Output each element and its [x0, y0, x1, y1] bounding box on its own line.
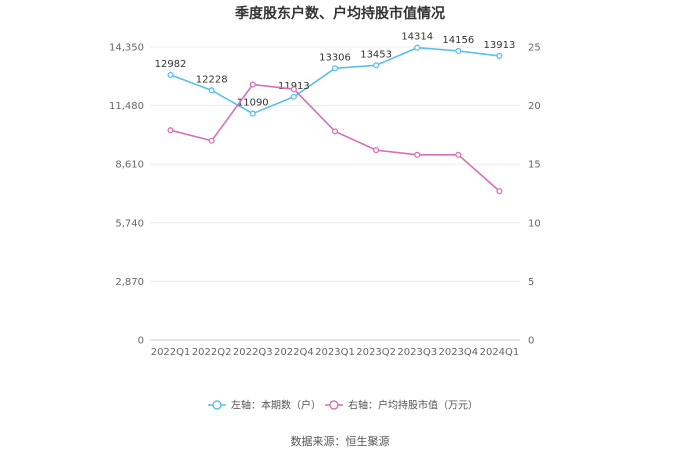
holders-point: [208, 87, 215, 94]
left-axis-tick-label: 0: [138, 336, 144, 347]
x-axis-tick-label: 2022Q3: [233, 347, 273, 358]
legend-label: 右轴：户均持股市值（万元）: [348, 399, 478, 412]
data-source-note: 数据来源：恒生聚源: [290, 435, 390, 448]
data-label: 13453: [360, 49, 392, 60]
value-point: [167, 127, 174, 134]
right-axis-tick-label: 0: [528, 336, 534, 347]
data-label: 13306: [319, 52, 351, 63]
data-label: 12228: [196, 74, 228, 85]
value-point: [290, 86, 297, 93]
holders-point: [331, 65, 339, 72]
holders-point: [290, 93, 297, 100]
x-axis-tick-label: 2023Q3: [397, 347, 437, 358]
x-axis-tick-label: 2023Q2: [356, 347, 396, 358]
x-axis-tick-label: 2023Q1: [315, 347, 355, 358]
data-label: 14156: [442, 35, 474, 46]
x-axis-tick-label: 2023Q4: [438, 347, 478, 358]
holders-point: [373, 62, 380, 69]
right-axis-tick-label: 15: [528, 160, 541, 171]
right-axis-tick-label: 5: [528, 277, 534, 288]
value-point: [414, 151, 421, 158]
data-label: 11090: [237, 98, 269, 109]
x-axis-tick-label: 2022Q2: [192, 347, 232, 358]
holders-point: [249, 110, 256, 117]
data-label: 13913: [484, 40, 516, 51]
value-point: [373, 147, 380, 154]
right-axis-tick-label: 25: [528, 43, 541, 54]
value-point: [208, 137, 215, 144]
holders-point: [414, 44, 421, 51]
right-axis-tick-label: 20: [528, 101, 541, 112]
right-axis-tick-label: 10: [528, 218, 541, 229]
value-point: [496, 188, 503, 195]
data-label: 12982: [155, 59, 187, 70]
legend-marker: [212, 400, 222, 410]
value-point: [331, 128, 339, 135]
left-axis-tick-label: 2,870: [115, 277, 144, 288]
series-line-value: [170, 83, 500, 192]
holders-point: [167, 71, 174, 78]
value-point: [249, 81, 256, 88]
left-axis-tick-label: 8,610: [115, 160, 144, 171]
left-axis-tick-label: 5,740: [115, 218, 144, 229]
legend-marker: [329, 400, 339, 410]
left-axis-tick-label: 14,350: [109, 43, 144, 54]
data-label: 14314: [401, 32, 433, 43]
value-point: [455, 151, 462, 158]
x-axis-tick-label: 2024Q1: [480, 347, 520, 358]
chart-title: 季度股东户数、户均持股市值情况: [235, 6, 445, 22]
x-axis-tick-label: 2022Q4: [274, 347, 314, 358]
holders-point: [455, 47, 462, 55]
holders-point: [496, 52, 503, 59]
legend-label: 左轴：本期数（户）: [231, 399, 321, 412]
x-axis-tick-label: 2022Q1: [151, 347, 191, 358]
left-axis-tick-label: 11,480: [109, 101, 144, 112]
